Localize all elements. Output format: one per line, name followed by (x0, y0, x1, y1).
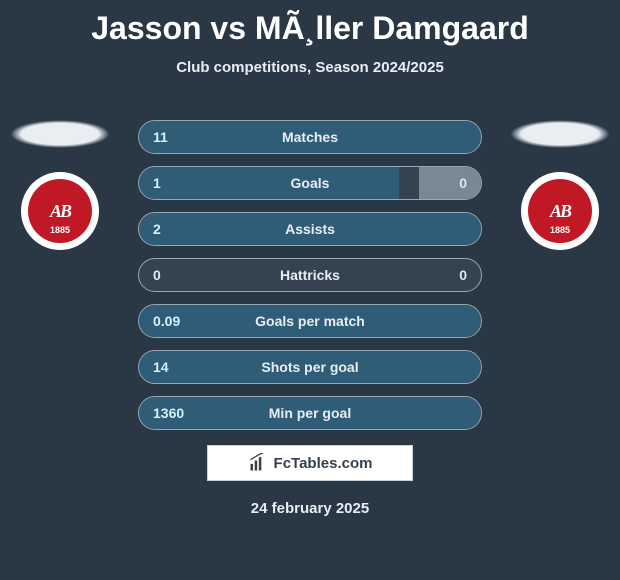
stat-label: Assists (239, 221, 381, 237)
player-right: AB (510, 120, 610, 250)
player-shadow (510, 120, 610, 148)
club-badge-inner: AB (28, 179, 92, 243)
page-title: Jasson vs MÃ¸ller Damgaard (0, 0, 620, 47)
stat-row: 0Hattricks0 (138, 258, 482, 292)
stat-row: 14Shots per goal (138, 350, 482, 384)
club-badge-left: AB (21, 172, 99, 250)
stat-row: 0.09Goals per match (138, 304, 482, 338)
stat-rows: 11Matches1Goals02Assists0Hattricks00.09G… (138, 120, 482, 442)
stat-label: Goals (239, 175, 381, 191)
stat-value-left: 2 (139, 221, 239, 237)
stat-value-left: 0.09 (139, 313, 239, 329)
footer-attribution: FcTables.com (207, 445, 413, 481)
player-left: AB (10, 120, 110, 250)
club-badge-inner: AB (528, 179, 592, 243)
date-text: 24 february 2025 (0, 500, 620, 517)
page-subtitle: Club competitions, Season 2024/2025 (0, 59, 620, 76)
player-shadow (10, 120, 110, 148)
badge-text: AB (50, 201, 70, 222)
stat-value-right: 0 (381, 175, 481, 191)
stat-label: Shots per goal (239, 359, 381, 375)
stat-label: Matches (239, 129, 381, 145)
stat-label: Goals per match (239, 313, 381, 329)
stat-row: 2Assists (138, 212, 482, 246)
stat-value-right: 0 (381, 267, 481, 283)
stat-value-left: 11 (139, 129, 239, 145)
stat-value-left: 1360 (139, 405, 239, 421)
stat-value-left: 14 (139, 359, 239, 375)
badge-text: AB (550, 201, 570, 222)
stat-value-left: 0 (139, 267, 239, 283)
club-badge-right: AB (521, 172, 599, 250)
chart-icon (248, 453, 268, 473)
stat-value-left: 1 (139, 175, 239, 191)
stat-row: 1Goals0 (138, 166, 482, 200)
stat-label: Min per goal (239, 405, 381, 421)
stat-label: Hattricks (239, 267, 381, 283)
stat-row: 11Matches (138, 120, 482, 154)
footer-text: FcTables.com (274, 455, 373, 472)
stat-row: 1360Min per goal (138, 396, 482, 430)
